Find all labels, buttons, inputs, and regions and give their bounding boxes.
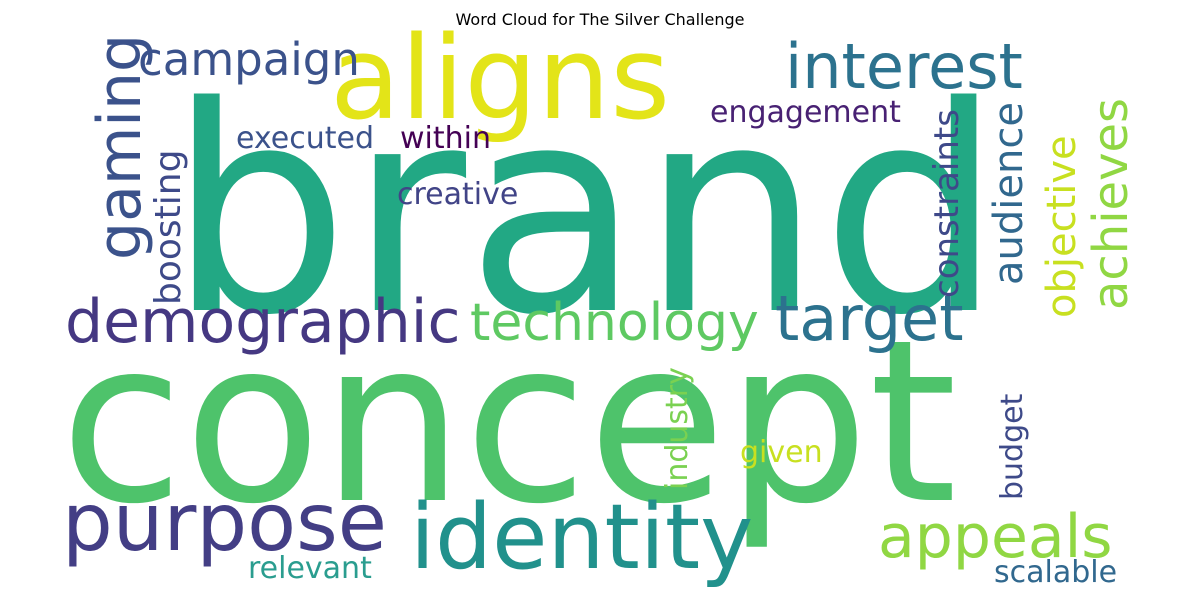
word-constraints: constraints: [927, 109, 967, 298]
word-target: target: [775, 282, 964, 355]
word-demographic: demographic: [65, 287, 460, 357]
word-budget: budget: [995, 393, 1030, 500]
word-within: within: [400, 121, 491, 156]
word-campaign: campaign: [138, 33, 360, 86]
word-interest: interest: [785, 30, 1023, 103]
word-gaming: gaming: [85, 34, 155, 260]
word-relevant: relevant: [248, 551, 372, 586]
word-appeals: appeals: [878, 502, 1113, 572]
word-purpose: purpose: [62, 476, 387, 569]
chart-title: Word Cloud for The Silver Challenge: [455, 10, 745, 29]
word-industry: industry: [660, 367, 695, 490]
word-brand: brand: [168, 46, 1002, 378]
word-achieves: achieves: [1083, 98, 1139, 310]
word-concept: concept: [60, 292, 957, 554]
word-engagement: engagement: [710, 95, 901, 130]
word-identity: identity: [410, 485, 753, 590]
word-objective: objective: [1039, 135, 1085, 318]
word-audience: audience: [986, 102, 1032, 285]
word-boosting: boosting: [148, 150, 189, 305]
word-executed: executed: [236, 121, 374, 156]
word-technology: technology: [470, 293, 759, 353]
word-given: given: [740, 435, 823, 470]
word-creative: creative: [397, 177, 518, 212]
word-aligns: aligns: [330, 12, 670, 146]
word-scalable: scalable: [994, 555, 1117, 590]
